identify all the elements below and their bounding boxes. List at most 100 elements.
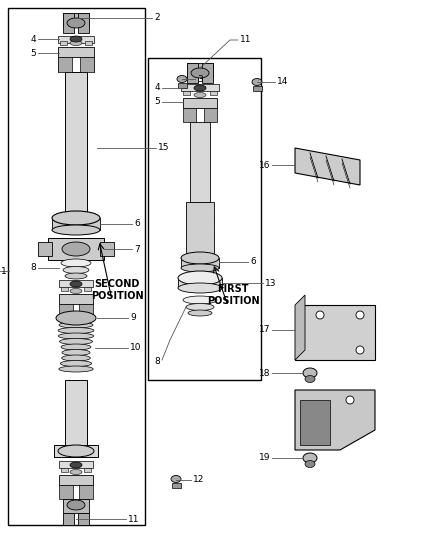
Ellipse shape (303, 453, 317, 463)
Text: 12: 12 (193, 475, 205, 484)
Ellipse shape (188, 310, 212, 316)
Text: 7: 7 (134, 245, 140, 254)
Text: 8: 8 (30, 263, 36, 272)
Bar (210, 91, 217, 95)
Ellipse shape (181, 252, 219, 264)
Text: 11: 11 (128, 514, 139, 523)
Ellipse shape (58, 333, 94, 339)
Text: 19: 19 (258, 454, 270, 463)
Bar (58, 47, 94, 57)
Bar (59, 475, 93, 485)
Bar (172, 483, 181, 488)
Polygon shape (295, 390, 375, 450)
Ellipse shape (70, 470, 82, 474)
Bar (52, 218, 100, 230)
Bar (48, 238, 104, 260)
Text: 1: 1 (1, 266, 7, 276)
Ellipse shape (191, 68, 209, 78)
Ellipse shape (177, 76, 187, 83)
Text: 18: 18 (258, 368, 270, 377)
Text: 17: 17 (258, 326, 270, 335)
Ellipse shape (305, 461, 315, 467)
Ellipse shape (70, 288, 82, 294)
Text: 3: 3 (197, 75, 203, 84)
Text: 11: 11 (240, 36, 251, 44)
Ellipse shape (52, 211, 100, 225)
Bar (183, 108, 196, 122)
Bar (38, 242, 52, 256)
Bar (59, 294, 93, 304)
Ellipse shape (70, 41, 82, 45)
Ellipse shape (70, 36, 82, 42)
Bar (59, 461, 93, 468)
Text: FIRST
POSITION: FIRST POSITION (207, 284, 259, 306)
Bar (202, 63, 213, 83)
Ellipse shape (183, 296, 217, 304)
Ellipse shape (67, 18, 85, 28)
Ellipse shape (171, 475, 181, 482)
Ellipse shape (252, 78, 262, 85)
Bar (186, 202, 214, 257)
Bar (100, 242, 114, 256)
Ellipse shape (62, 355, 90, 361)
Bar (85, 41, 92, 45)
Ellipse shape (316, 311, 324, 319)
Ellipse shape (181, 264, 219, 272)
Bar (63, 513, 74, 525)
Bar (54, 445, 98, 457)
Ellipse shape (303, 368, 317, 378)
Ellipse shape (305, 376, 315, 383)
Ellipse shape (356, 311, 364, 319)
Bar (183, 91, 190, 95)
Text: 8: 8 (154, 358, 160, 367)
Ellipse shape (59, 366, 93, 372)
Bar (63, 13, 74, 33)
Ellipse shape (70, 281, 82, 287)
Text: 9: 9 (130, 313, 136, 322)
Bar (178, 83, 187, 88)
Bar (61, 468, 68, 472)
Ellipse shape (178, 283, 222, 293)
Bar (78, 13, 89, 33)
Bar (148, 58, 261, 380)
Bar (58, 57, 72, 72)
Ellipse shape (178, 271, 222, 285)
Ellipse shape (62, 242, 90, 256)
Bar (59, 280, 93, 287)
Bar (60, 41, 67, 45)
Bar (187, 63, 198, 83)
Ellipse shape (62, 350, 90, 356)
Bar (79, 304, 93, 318)
Bar (204, 108, 217, 122)
Polygon shape (295, 148, 360, 185)
Polygon shape (295, 305, 375, 360)
Bar (65, 72, 87, 222)
Ellipse shape (63, 266, 89, 273)
Ellipse shape (346, 396, 354, 404)
Bar (63, 13, 89, 27)
Ellipse shape (61, 344, 91, 350)
Text: 10: 10 (130, 343, 141, 352)
Polygon shape (295, 295, 305, 360)
Bar (59, 485, 73, 499)
Ellipse shape (58, 327, 94, 334)
Bar (190, 122, 210, 202)
Bar (178, 278, 222, 288)
Bar (79, 485, 93, 499)
Bar (78, 513, 89, 525)
Text: 4: 4 (30, 35, 36, 44)
Text: 16: 16 (258, 160, 270, 169)
Text: 4: 4 (154, 84, 160, 93)
Bar (59, 304, 73, 318)
Polygon shape (300, 400, 330, 445)
Text: SECOND
POSITION: SECOND POSITION (91, 279, 143, 301)
Ellipse shape (186, 303, 214, 311)
Ellipse shape (194, 85, 206, 91)
Bar (183, 98, 217, 108)
Bar (187, 63, 213, 77)
Bar (58, 36, 94, 43)
Ellipse shape (65, 273, 87, 279)
Ellipse shape (52, 225, 100, 235)
Ellipse shape (194, 93, 206, 98)
Bar (63, 499, 89, 513)
